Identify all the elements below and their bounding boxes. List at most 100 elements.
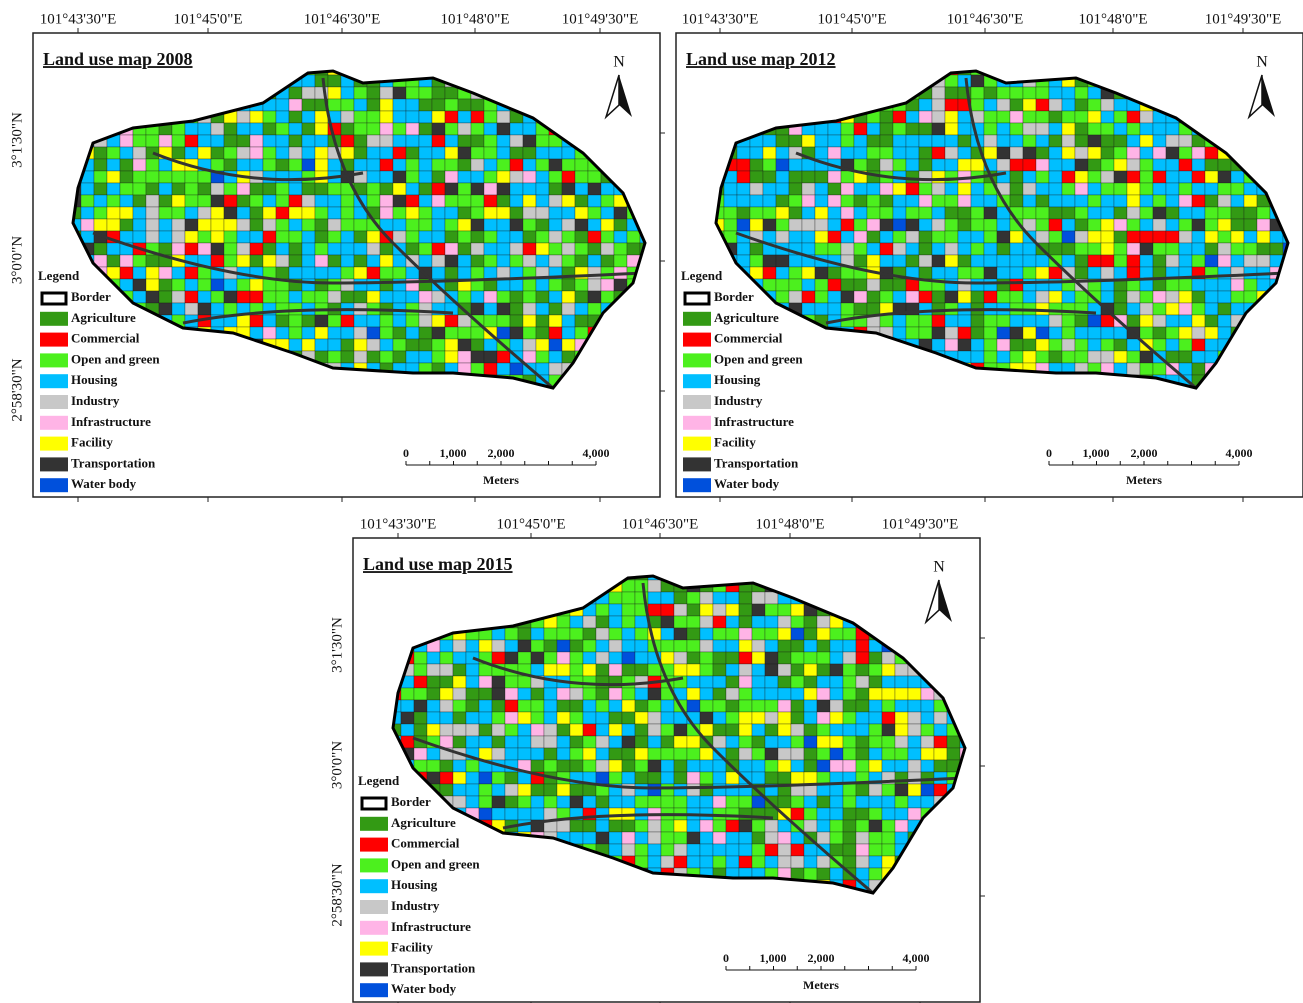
land-parcel (1153, 243, 1166, 255)
land-parcel (932, 123, 945, 135)
land-parcel (609, 724, 622, 736)
land-parcel (354, 111, 367, 123)
figure: 101°43'30"E101°45'0"E101°46'30"E101°48'0… (0, 0, 1303, 1003)
land-parcel (263, 231, 276, 243)
land-parcel (1231, 219, 1244, 231)
legend-swatch (40, 457, 68, 471)
land-parcel (557, 784, 570, 796)
land-parcel (575, 207, 588, 219)
land-parcel (471, 351, 484, 363)
land-parcel (133, 195, 146, 207)
land-parcel (921, 712, 934, 724)
land-parcel (1244, 231, 1257, 243)
land-parcel (427, 748, 440, 760)
scale-label: 4,000 (583, 446, 610, 460)
land-parcel (250, 111, 263, 123)
land-parcel (984, 99, 997, 111)
land-parcel (971, 87, 984, 99)
land-parcel (1140, 303, 1153, 315)
land-parcel (471, 123, 484, 135)
land-parcel (518, 688, 531, 700)
land-parcel (750, 159, 763, 171)
land-parcel (635, 820, 648, 832)
land-parcel (843, 808, 856, 820)
land-parcel (440, 724, 453, 736)
land-parcel (440, 664, 453, 676)
land-parcel (276, 123, 289, 135)
land-parcel (596, 748, 609, 760)
land-parcel (250, 291, 263, 303)
land-parcel (510, 327, 523, 339)
land-parcel (198, 195, 211, 207)
land-parcel (802, 243, 815, 255)
land-parcel (531, 652, 544, 664)
land-parcel (1205, 231, 1218, 243)
land-parcel (1062, 111, 1075, 123)
longitude-label: 101°48'0"E (756, 516, 825, 532)
land-parcel (557, 724, 570, 736)
land-parcel (726, 700, 739, 712)
land-parcel (1127, 135, 1140, 147)
land-parcel (713, 760, 726, 772)
land-parcel (789, 207, 802, 219)
land-parcel (276, 135, 289, 147)
land-parcel (854, 255, 867, 267)
land-parcel (544, 664, 557, 676)
land-parcel (497, 195, 510, 207)
land-parcel (557, 700, 570, 712)
land-parcel (237, 219, 250, 231)
land-parcel (1062, 147, 1075, 159)
land-parcel (133, 147, 146, 159)
land-parcel (802, 279, 815, 291)
land-parcel (1205, 303, 1218, 315)
land-parcel (497, 279, 510, 291)
land-parcel (1088, 231, 1101, 243)
land-parcel (932, 303, 945, 315)
land-parcel (81, 219, 94, 231)
land-parcel (750, 255, 763, 267)
land-parcel (893, 243, 906, 255)
land-parcel (882, 724, 895, 736)
land-parcel (622, 688, 635, 700)
land-parcel (856, 712, 869, 724)
land-parcel (919, 99, 932, 111)
legend-label: Border (391, 794, 431, 809)
land-parcel (1140, 135, 1153, 147)
land-parcel (867, 231, 880, 243)
land-parcel (328, 159, 341, 171)
land-parcel (341, 147, 354, 159)
land-parcel (492, 784, 505, 796)
land-parcel (895, 760, 908, 772)
land-parcel (1205, 147, 1218, 159)
legend-label: Housing (714, 372, 761, 387)
legend-swatch (40, 312, 68, 326)
land-parcel (661, 796, 674, 808)
land-parcel (523, 303, 536, 315)
land-parcel (752, 724, 765, 736)
land-parcel (895, 796, 908, 808)
land-parcel (713, 712, 726, 724)
land-parcel (471, 339, 484, 351)
land-parcel (237, 183, 250, 195)
land-parcel (536, 327, 549, 339)
land-parcel (1218, 159, 1231, 171)
land-parcel (1179, 291, 1192, 303)
land-parcel (765, 628, 778, 640)
land-parcel (776, 195, 789, 207)
land-parcel (635, 712, 648, 724)
land-parcel (919, 291, 932, 303)
land-parcel (406, 231, 419, 243)
land-parcel (867, 159, 880, 171)
land-parcel (289, 123, 302, 135)
land-parcel (497, 351, 510, 363)
land-parcel (739, 664, 752, 676)
land-parcel (380, 291, 393, 303)
land-parcel (224, 147, 237, 159)
land-parcel (328, 351, 341, 363)
land-parcel (700, 772, 713, 784)
longitude-label: 101°49'30"E (1205, 11, 1282, 27)
land-parcel (510, 315, 523, 327)
land-parcel (763, 183, 776, 195)
land-parcel (856, 808, 869, 820)
land-parcel (700, 796, 713, 808)
